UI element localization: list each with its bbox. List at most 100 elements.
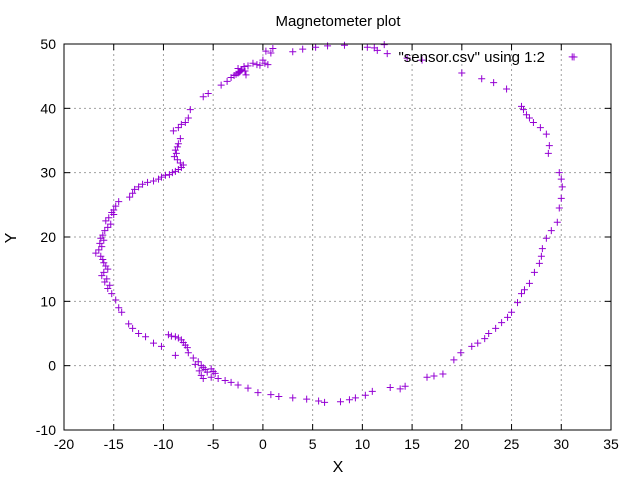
data-point xyxy=(129,189,137,197)
data-point xyxy=(312,43,320,51)
data-point xyxy=(492,324,500,332)
data-point xyxy=(174,165,182,173)
data-point xyxy=(340,41,348,49)
data-point xyxy=(203,368,211,376)
data-point xyxy=(126,193,134,201)
data-point xyxy=(244,62,252,70)
y-tick-label: -10 xyxy=(36,422,56,438)
data-point xyxy=(386,384,394,392)
data-point xyxy=(157,342,165,350)
data-point xyxy=(370,44,378,52)
x-tick-label: -10 xyxy=(153,436,173,452)
data-point xyxy=(289,48,297,56)
data-point xyxy=(161,171,169,179)
data-points xyxy=(92,41,576,406)
data-point xyxy=(345,396,353,404)
data-point xyxy=(135,183,143,191)
legend: "sensor.csv" using 1:2 xyxy=(398,49,578,66)
data-point xyxy=(517,102,525,110)
data-point xyxy=(383,50,391,58)
data-point xyxy=(264,61,272,69)
data-point xyxy=(183,344,191,352)
data-point xyxy=(186,106,194,114)
data-point xyxy=(173,156,181,164)
data-point xyxy=(165,171,173,179)
data-point xyxy=(457,349,465,357)
data-point xyxy=(545,142,553,150)
x-tick-label: -5 xyxy=(207,436,220,452)
data-point xyxy=(169,127,177,135)
x-tick-label: 30 xyxy=(553,436,569,452)
data-point xyxy=(478,75,486,83)
data-point xyxy=(299,45,307,53)
data-point xyxy=(164,331,172,339)
x-tick-label: 25 xyxy=(504,436,520,452)
data-point xyxy=(261,59,269,67)
x-tick-label: 0 xyxy=(259,436,267,452)
data-point xyxy=(142,333,150,341)
data-point xyxy=(474,339,482,347)
data-point xyxy=(168,169,176,177)
data-point xyxy=(199,375,207,383)
data-point xyxy=(517,290,525,298)
data-point xyxy=(530,268,538,276)
data-point xyxy=(423,373,431,381)
data-point xyxy=(351,394,359,402)
axis-ticks: -20 -15 -10 -5 0 5 10 15 20 25 30 35 -10 0 10 20 30 40 50 xyxy=(36,36,619,452)
data-point xyxy=(315,397,323,405)
data-point xyxy=(468,342,476,350)
data-point xyxy=(181,118,189,126)
data-point xyxy=(95,246,103,254)
data-point xyxy=(558,183,566,191)
data-point xyxy=(514,299,522,307)
data-point xyxy=(184,114,192,122)
data-point xyxy=(256,61,264,69)
data-point xyxy=(189,354,197,362)
data-point xyxy=(191,360,199,368)
data-point xyxy=(112,296,120,304)
data-point xyxy=(98,272,106,280)
data-point xyxy=(253,61,261,69)
grid-lines xyxy=(64,44,611,430)
data-point xyxy=(262,47,270,55)
data-point xyxy=(171,351,179,359)
data-point xyxy=(529,118,537,126)
data-point xyxy=(504,313,512,321)
x-tick-label: -15 xyxy=(104,436,124,452)
data-point xyxy=(101,227,109,235)
legend-marker-symbol xyxy=(570,53,578,61)
data-point xyxy=(139,180,147,188)
y-axis-title: Y xyxy=(3,232,20,243)
data-point xyxy=(150,177,158,185)
data-point xyxy=(458,69,466,77)
data-point xyxy=(401,382,409,390)
data-point xyxy=(368,387,376,395)
data-point xyxy=(125,320,133,328)
data-point xyxy=(184,349,192,357)
data-point xyxy=(535,259,543,267)
data-point xyxy=(105,214,113,222)
data-point xyxy=(217,81,225,89)
data-point xyxy=(380,41,388,49)
data-point xyxy=(154,175,162,183)
data-point xyxy=(176,135,184,143)
data-point xyxy=(396,385,404,393)
data-point xyxy=(557,194,565,202)
data-point xyxy=(254,389,262,397)
data-point xyxy=(177,120,185,128)
data-point xyxy=(557,175,565,183)
data-point xyxy=(289,394,297,402)
data-point xyxy=(361,391,369,399)
data-point xyxy=(108,290,116,298)
data-point xyxy=(241,67,249,75)
data-point xyxy=(485,330,493,337)
data-point xyxy=(553,218,561,226)
data-point xyxy=(269,45,277,53)
data-point xyxy=(525,279,533,287)
data-point xyxy=(242,71,250,79)
data-point xyxy=(324,42,332,50)
data-point xyxy=(336,398,344,406)
data-point xyxy=(450,356,458,364)
x-axis-title: X xyxy=(333,459,344,476)
